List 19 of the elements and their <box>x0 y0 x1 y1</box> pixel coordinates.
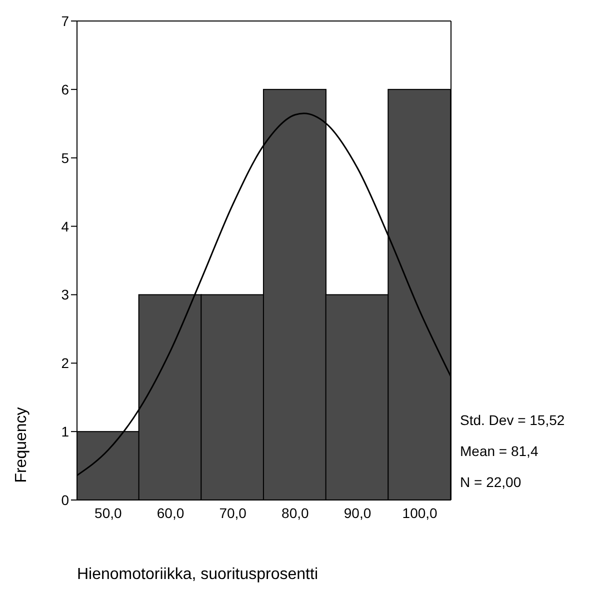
x-tick-label: 100,0 <box>402 504 438 521</box>
x-tick-label: 60,0 <box>156 504 184 521</box>
y-tick-label: 0 <box>61 492 70 508</box>
x-tick-label: 50,0 <box>94 504 122 521</box>
x-tick-label: 80,0 <box>282 504 310 521</box>
y-tick-label: 4 <box>61 218 70 234</box>
y-axis-title: Frequency <box>13 406 31 485</box>
text: Std. Dev = 15,52 <box>460 412 565 428</box>
y-tick-label: 6 <box>61 81 70 98</box>
text: Mean = 81,4 <box>460 443 538 459</box>
y-tick-label: 7 <box>61 12 70 29</box>
x-tick-label: 70,0 <box>219 504 247 521</box>
text: N = 22,00 <box>460 474 522 490</box>
y-tick-label: 1 <box>61 424 70 440</box>
y-tick-label: 3 <box>61 286 70 303</box>
y-tick-label: 5 <box>61 150 70 166</box>
x-axis-title: Hienomotoriikka, suoritusprosentti <box>77 566 319 584</box>
y-tick-label: 2 <box>61 355 70 372</box>
x-tick-label: 90,0 <box>344 504 372 521</box>
